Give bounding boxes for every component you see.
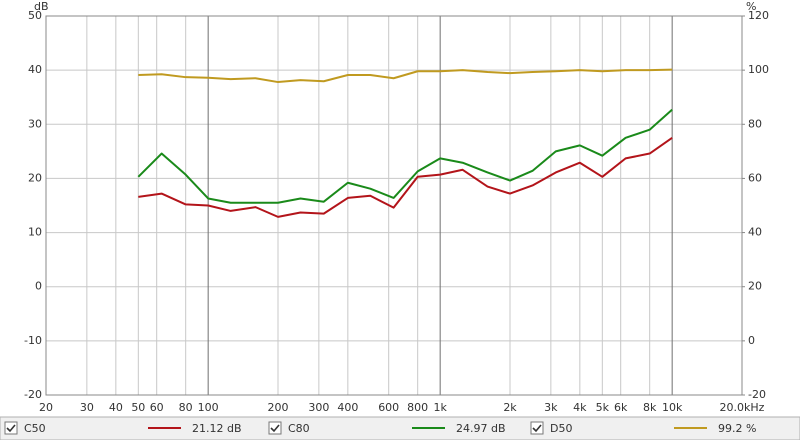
legend-item: C80 24.97 dB	[268, 421, 506, 435]
legend-name: C80	[288, 422, 310, 435]
series-line	[138, 137, 673, 218]
x-tick-label: 20	[39, 401, 53, 414]
y-tick-label: 20	[28, 171, 42, 184]
checkmark	[270, 424, 280, 433]
x-tick-label: 100	[198, 401, 219, 414]
y-axis-unit: dB	[34, 0, 49, 13]
x-tick-label: 6k	[614, 401, 628, 414]
x-tick-label: 300	[308, 401, 329, 414]
x-tick-label: 200	[268, 401, 289, 414]
plot-border	[45, 15, 743, 396]
y2-axis-unit: %	[746, 0, 756, 13]
y2-tick-label: 80	[748, 117, 762, 130]
x-tick-label: 400	[337, 401, 358, 414]
y2-tick-label: 20	[748, 280, 762, 293]
x-tick-label: 8k	[643, 401, 657, 414]
x-tick-label: 50	[131, 401, 145, 414]
legend-item: C50 21.12 dB	[4, 421, 242, 435]
x-tick-label: 800	[407, 401, 428, 414]
y-tick-label: 30	[28, 117, 42, 130]
series-line	[137, 108, 673, 204]
y2-tick-label: 60	[748, 171, 762, 184]
x-tick-label: 60	[150, 401, 164, 414]
y-tick-label: -10	[24, 334, 42, 347]
y-tick-label: 40	[28, 63, 42, 76]
x-tick-label: 2k	[503, 401, 517, 414]
legend-checkbox[interactable]	[530, 421, 544, 435]
legend-checkbox[interactable]	[268, 421, 282, 435]
y-tick-label: -20	[24, 388, 42, 401]
y2-tick-label: 120	[748, 9, 769, 22]
legend-item: D50 99.2 %	[530, 421, 756, 435]
x-tick-label: 80	[179, 401, 193, 414]
x-tick-label: 600	[378, 401, 399, 414]
y2-tick-label: 100	[748, 63, 769, 76]
plot-area	[45, 15, 743, 396]
x-tick-label: 40	[109, 401, 123, 414]
legend-bar	[0, 416, 800, 440]
x-tick-label: 20.0kHz	[720, 401, 765, 414]
y2-tick-label: 40	[748, 226, 762, 239]
legend-checkbox[interactable]	[4, 421, 18, 435]
x-tick-label: 30	[80, 401, 94, 414]
checkmark	[6, 424, 16, 433]
legend-readout: 21.12 dB	[192, 422, 242, 435]
y-tick-label: 0	[35, 280, 42, 293]
y-tick-label: 50	[28, 9, 42, 22]
y2-tick-label: 0	[748, 334, 755, 347]
x-tick-label: 10k	[662, 401, 683, 414]
x-tick-label: 4k	[573, 401, 587, 414]
x-tick-label: 1k	[433, 401, 447, 414]
legend-name: C50	[24, 422, 46, 435]
x-tick-label: 5k	[596, 401, 610, 414]
legend-readout: 24.97 dB	[456, 422, 506, 435]
series-line	[138, 68, 673, 84]
legend-readout: 99.2 %	[718, 422, 756, 435]
y-tick-label: 10	[28, 226, 42, 239]
legend-name: D50	[550, 422, 572, 435]
x-tick-label: 3k	[544, 401, 558, 414]
checkmark	[532, 424, 542, 433]
y2-tick-label: -20	[748, 388, 766, 401]
